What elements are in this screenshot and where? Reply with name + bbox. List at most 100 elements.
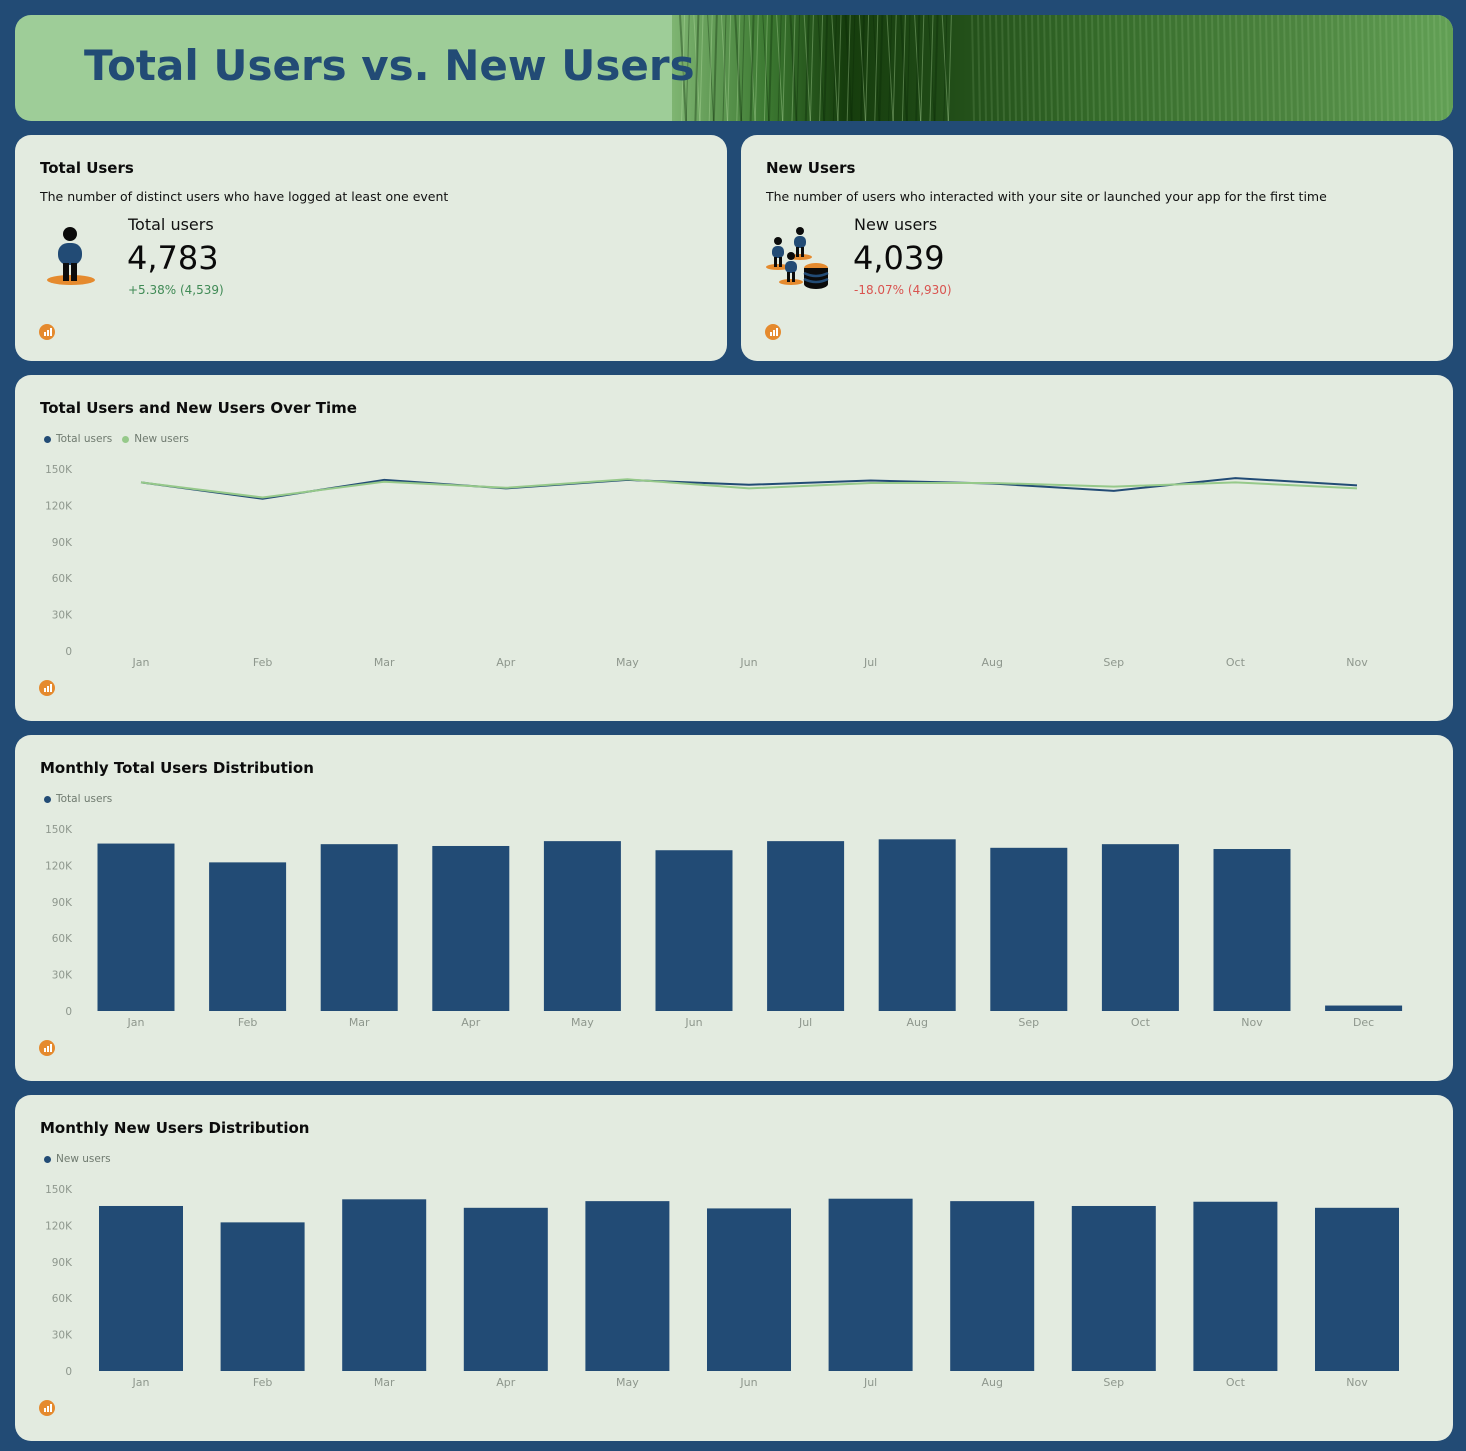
card-description: The number of distinct users who have lo… [40,189,449,204]
bar[interactable] [1315,1207,1399,1371]
x-tick-label: Jan [127,1016,145,1029]
x-tick-label: Jun [739,1376,757,1389]
x-tick-label: May [616,1376,639,1389]
x-tick-label: Sep [1018,1016,1039,1029]
y-tick-label: 0 [65,646,72,658]
legend-item-new-users[interactable]: New users [122,433,189,445]
chart-legend: New users [44,1153,111,1165]
leaf-pattern-image [672,15,1453,121]
bar[interactable] [585,1201,670,1371]
bar[interactable] [543,841,621,1011]
x-tick-label: Oct [1226,1376,1246,1389]
new-users-card: New Users The number of users who intera… [741,135,1453,361]
x-tick-label: Feb [253,656,272,669]
x-tick-label: Dec [1353,1016,1374,1029]
card-title: New Users [766,159,856,177]
x-tick-label: Jul [863,656,877,669]
x-tick-label: May [571,1016,594,1029]
analytics-icon[interactable] [39,680,55,696]
y-tick-label: 60K [52,573,73,585]
x-tick-label: Aug [981,656,1002,669]
bar[interactable] [320,844,398,1011]
bar[interactable] [1325,1005,1403,1011]
bar[interactable] [220,1222,305,1371]
bar[interactable] [99,1205,183,1371]
x-tick-label: Jan [132,1376,150,1389]
x-tick-label: Jan [132,656,150,669]
kpi-delta: +5.38% (4,539) [128,283,224,297]
kpi-delta: -18.07% (4,930) [854,283,952,297]
header-banner: Total Users vs. New Users [15,15,1453,121]
x-tick-label: Oct [1131,1016,1151,1029]
legend-item-new-users[interactable]: New users [44,1153,111,1165]
analytics-icon[interactable] [765,324,781,340]
x-tick-label: Apr [461,1016,481,1029]
x-tick-label: Mar [349,1016,370,1029]
bar[interactable] [1193,1201,1278,1371]
bar[interactable] [1213,849,1291,1011]
total-users-bar-card: Monthly Total Users Distribution Total u… [15,735,1453,1081]
x-tick-label: Mar [374,656,395,669]
x-tick-label: Jun [739,656,757,669]
bar[interactable] [990,847,1068,1011]
series-line-new-users[interactable] [140,478,1358,499]
bar[interactable] [209,862,287,1011]
x-tick-label: Jul [863,1376,877,1389]
analytics-icon[interactable] [39,1040,55,1056]
bar[interactable] [767,841,845,1011]
y-tick-label: 90K [52,897,73,909]
y-tick-label: 0 [65,1366,72,1378]
card-title: Total Users [40,159,134,177]
analytics-icon[interactable] [39,1400,55,1416]
line-chart-card: Total Users and New Users Over Time Tota… [15,375,1453,721]
x-tick-label: Sep [1103,1376,1124,1389]
y-tick-label: 0 [65,1006,72,1018]
bar-chart: 0 30K 60K 90K 120K 150K Jan Feb Mar Apr May Jun Jul A… [45,1184,1399,1389]
y-tick-label: 150K [45,1184,73,1196]
y-tick-label: 90K [52,1257,73,1269]
x-tick-label: Nov [1346,1376,1368,1389]
bar[interactable] [1071,1205,1156,1371]
card-title: Monthly New Users Distribution [40,1119,310,1137]
bar[interactable] [707,1208,791,1371]
x-tick-label: Apr [496,656,516,669]
bar[interactable] [878,839,956,1011]
y-tick-label: 30K [52,970,73,982]
analytics-icon[interactable] [39,324,55,340]
bar[interactable] [97,843,175,1011]
new-users-bar-card: Monthly New Users Distribution New users… [15,1095,1453,1441]
bar-chart: 0 30K 60K 90K 120K 150K Jan Feb Mar Apr May Jun Jul A… [45,824,1403,1029]
card-title: Total Users and New Users Over Time [40,399,357,417]
bar[interactable] [828,1198,913,1371]
bar[interactable] [1101,844,1179,1011]
x-tick-label: Nov [1346,656,1368,669]
x-tick-label: Jun [684,1016,702,1029]
chart-legend: Total users New users [44,433,189,445]
bar[interactable] [950,1201,1035,1371]
x-tick-label: Feb [253,1376,272,1389]
legend-item-total-users[interactable]: Total users [44,433,112,445]
x-tick-label: Jul [798,1016,812,1029]
legend-item-total-users[interactable]: Total users [44,793,112,805]
x-tick-label: Oct [1226,656,1246,669]
line-chart: 0 30K 60K 90K 120K 150K Jan Feb Mar Apr May Jun Jul A… [45,464,1368,669]
y-tick-label: 150K [45,824,73,836]
users-database-icon [766,227,829,289]
bar[interactable] [432,845,510,1011]
bar[interactable] [463,1207,548,1371]
y-tick-label: 120K [45,1220,73,1232]
person-icon [47,227,95,285]
x-tick-label: May [616,656,639,669]
x-tick-label: Aug [906,1016,927,1029]
x-tick-label: Sep [1103,656,1124,669]
y-tick-label: 90K [52,537,73,549]
bar[interactable] [655,850,733,1011]
x-tick-label: Mar [374,1376,395,1389]
bar[interactable] [342,1199,427,1371]
x-tick-label: Aug [981,1376,1002,1389]
y-tick-label: 60K [52,1293,73,1305]
y-tick-label: 60K [52,933,73,945]
kpi-label: Total users [128,215,214,234]
x-tick-label: Apr [496,1376,516,1389]
kpi-label: New users [854,215,938,234]
